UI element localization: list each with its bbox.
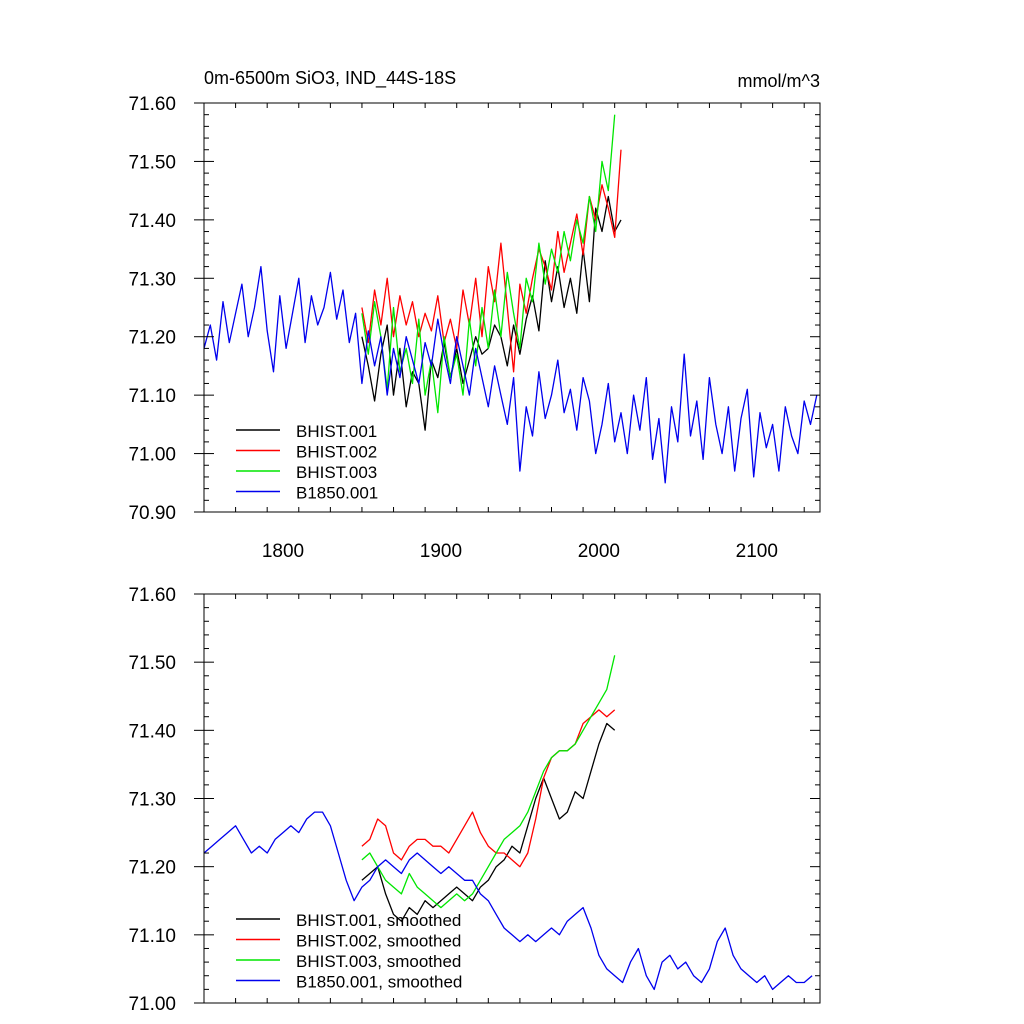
series-line-3: [361, 655, 616, 909]
chart-title: 0m-6500m SiO3, IND_44S-18S: [204, 68, 456, 89]
y-tick-label: 71.00: [128, 994, 176, 1015]
y-tick-label: 71.40: [128, 211, 176, 232]
legend-label: BHIST.001, smoothed: [296, 911, 461, 930]
y-tick-label: 71.60: [128, 94, 176, 115]
x-tick-label: 1900: [420, 541, 462, 562]
tick-group: 71.00 71.10 71.20 71.30 71.40 71.50 71.60: [128, 585, 820, 1015]
series-line-2: [361, 149, 622, 373]
series-group: [203, 114, 818, 484]
series-line-2: [361, 709, 616, 868]
series-line-4: [203, 811, 813, 991]
legend-label: BHIST.003, smoothed: [296, 952, 461, 971]
legend-label: B1850.001, smoothed: [296, 973, 462, 992]
y-tick-label: 71.50: [128, 653, 176, 674]
series-line-1: [361, 195, 622, 431]
legend-label: BHIST.003: [296, 463, 377, 482]
y-tick-label: 71.20: [128, 328, 176, 349]
legend-label: BHIST.002, smoothed: [296, 932, 461, 951]
x-tick-label: 1800: [262, 541, 304, 562]
y-tick-label: 71.20: [128, 858, 176, 879]
legend-label: BHIST.001: [296, 422, 377, 441]
top-panel: 0m-6500m SiO3, IND_44S-18S mmol/m^3 1800…: [128, 68, 821, 562]
series-line-4: [203, 265, 818, 484]
series-line-3: [361, 114, 616, 414]
series-group: [203, 655, 813, 991]
legend-label: BHIST.002: [296, 443, 377, 462]
x-tick-label: 2100: [736, 541, 778, 562]
y-tick-label: 71.40: [128, 721, 176, 742]
y-tick-label: 71.50: [128, 152, 176, 173]
y-tick-label: 71.30: [128, 269, 176, 290]
y-tick-label: 71.30: [128, 790, 176, 811]
y-tick-label: 71.60: [128, 585, 176, 606]
units-label: mmol/m^3: [738, 71, 820, 91]
y-tick-label: 71.00: [128, 445, 176, 466]
y-tick-label: 71.10: [128, 926, 176, 947]
bottom-panel: 71.00 71.10 71.20 71.30 71.40 71.50 71.60 BHIS…: [128, 585, 821, 1015]
series-line-1: [361, 722, 616, 922]
legend: BHIST.001, smoothed BHIST.002, smoothedBH…: [236, 911, 462, 992]
plot-frame: [203, 102, 821, 513]
y-tick-label: 71.10: [128, 386, 176, 407]
tick-group: 1800 1900 2000 2100 70.90 71.00 71.10 71.20 71.3…: [128, 94, 820, 562]
legend-label: B1850.001: [296, 484, 378, 503]
y-tick-label: 70.90: [128, 503, 176, 524]
x-tick-label: 2000: [578, 541, 620, 562]
